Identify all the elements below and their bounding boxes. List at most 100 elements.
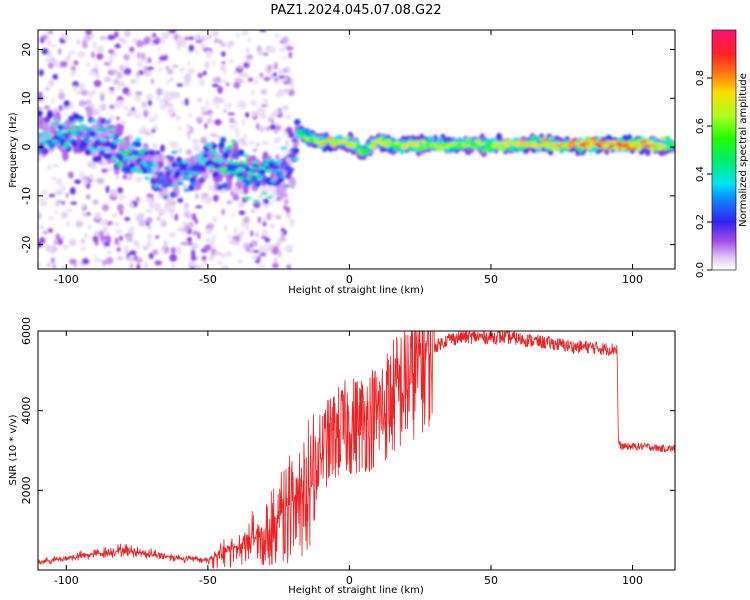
spectrogram-speckle [167, 107, 175, 116]
spectrogram-ridge [147, 170, 154, 174]
spectrogram-speckle [46, 261, 51, 268]
spectrogram-speckle [49, 57, 57, 64]
spectrogram-speckle [192, 144, 201, 152]
spectrogram-ridge [495, 141, 503, 145]
spectrogram-speckle [123, 245, 130, 250]
spectrogram-speckle [91, 51, 95, 59]
spectrogram-ridge [192, 171, 199, 176]
spectrogram-speckle [72, 85, 77, 93]
spectrogram-speckle [268, 46, 276, 54]
snr-y-tick-label: 6000 [20, 317, 33, 345]
spectrogram-ridge [647, 141, 654, 145]
spectrogram-ridge [664, 136, 671, 140]
spectrogram-speckle [277, 240, 282, 248]
spectrogram-speckle [235, 33, 240, 38]
spectrogram-speckle [259, 252, 267, 257]
spectrogram-speckle [44, 105, 50, 110]
spectrogram-speckle [160, 144, 165, 153]
spectrogram-ridge [579, 143, 586, 147]
spectrogram-ridge [656, 147, 664, 151]
spectrogram-speckle [60, 185, 67, 192]
spectrogram-speckle [281, 89, 290, 94]
spectrogram-speckle [275, 215, 282, 220]
spectrogram-speckle [121, 38, 127, 45]
spectrogram-ridge [156, 188, 163, 192]
spectrogram-speckle [209, 254, 215, 262]
snr-x-tick-label: -50 [199, 574, 217, 587]
spectrogram-speckle [152, 249, 159, 256]
spectrogram-speckle [159, 98, 164, 106]
spectrogram-speckle [136, 60, 143, 68]
colorbar-tick-label: 0.4 [695, 166, 706, 182]
spectrogram-speckle [269, 223, 276, 229]
spectrogram-band [71, 140, 78, 147]
spectrogram-speckle [135, 91, 143, 96]
spectrogram-speckle [122, 174, 128, 180]
spectrogram-ridge [436, 148, 444, 152]
snr-y-axis: 2000 4000 6000 [20, 317, 675, 504]
spectrogram-speckle [119, 235, 123, 241]
spectrogram-speckle [261, 244, 270, 253]
snr-series-line [38, 331, 675, 569]
colorbar-tick-label: 0.0 [695, 262, 706, 278]
spectrogram-ridge [38, 149, 42, 154]
spectrogram-speckle [169, 253, 178, 262]
spectrogram-band [63, 100, 71, 107]
spectrogram-band [200, 166, 207, 173]
spectrogram-speckle [285, 211, 292, 220]
spectrogram-band [150, 177, 157, 184]
spectrogram-speckle [183, 73, 192, 82]
spectrogram-speckle [168, 30, 177, 34]
spectrogram-speckle [209, 240, 216, 247]
spectrogram-speckle [227, 43, 231, 49]
spectrogram-speckle [129, 46, 135, 52]
spectrogram-speckle [116, 203, 124, 212]
spectrogram-ridge [103, 148, 110, 152]
spectrogram-speckle [255, 142, 260, 147]
spectrogram-speckle [164, 201, 170, 210]
spectrogram-speckle [170, 247, 176, 255]
spectrogram-speckle [118, 100, 124, 107]
spectrogram-speckle [65, 192, 69, 198]
spectrogram-speckle [211, 61, 217, 65]
spectrogram-ridge [40, 131, 48, 135]
snr-x-axis: -100 -50 0 50 100 [54, 331, 643, 587]
spectrogram-speckle [271, 246, 279, 255]
spectrogram-speckle [45, 57, 51, 63]
spectrogram-speckle [103, 62, 110, 66]
snr-x-tick-label: 100 [622, 574, 643, 587]
spectrogram-speckle [58, 104, 63, 112]
spectrogram-band [134, 141, 142, 148]
spectrogram-speckle [272, 199, 277, 203]
spectrogram-ridge [86, 128, 93, 132]
spectrogram-speckle [134, 94, 141, 102]
spectrogram-speckle [233, 227, 238, 235]
spectrogram-speckle [41, 48, 49, 55]
spectrogram-band [198, 177, 205, 184]
spectrogram-speckle [94, 61, 98, 70]
spectrogram-ridge [60, 122, 67, 127]
spectrogram-speckle [231, 212, 235, 218]
spectrogram-band [272, 164, 280, 171]
spectrogram-speckle [288, 51, 293, 59]
spectrogram-speckle [241, 30, 249, 36]
spectrogram-speckle [78, 99, 87, 107]
spectrogram-speckle [182, 183, 188, 190]
spectrogram-speckle [280, 227, 285, 232]
spectrogram-y-tick-label: 20 [20, 43, 33, 57]
spectrogram-speckle [117, 85, 121, 91]
spectrogram-speckle [70, 65, 76, 71]
spectrogram-speckle [195, 50, 199, 55]
spectrogram-speckle [228, 125, 236, 129]
spectrogram-ridge [250, 166, 257, 170]
spectrogram-speckle [129, 250, 137, 256]
spectrogram-speckle [146, 240, 152, 249]
spectrogram-band [148, 149, 155, 156]
spectrogram-speckle [194, 218, 198, 225]
spectrogram-speckle [157, 47, 161, 52]
spectrogram-speckle [137, 51, 141, 59]
spectrogram-speckle [262, 98, 267, 103]
spectrogram-ridge [137, 150, 145, 154]
spectrogram-ridge [109, 134, 116, 139]
